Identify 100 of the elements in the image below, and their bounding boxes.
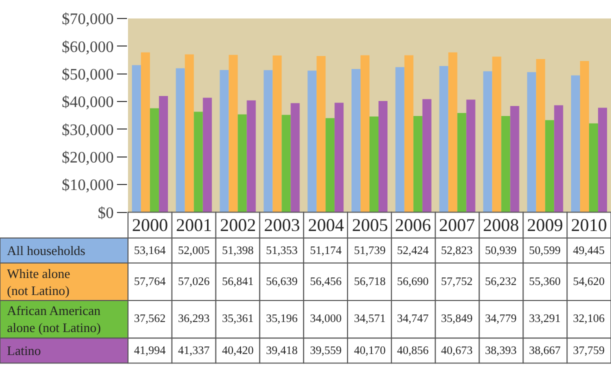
data-label: 40,170 [354,345,386,357]
bar [264,70,273,212]
x-tick-label: 2008 [483,215,519,235]
bar [238,114,247,212]
bar [220,70,229,212]
data-label: 51,739 [354,245,386,257]
y-tick-label: $60,000 [62,38,114,56]
data-label: 49,445 [573,245,605,257]
data-label: 56,690 [397,276,429,288]
data-label: 33,291 [529,313,561,325]
bar [352,69,360,212]
data-label: 32,106 [573,313,605,325]
bar [290,103,300,212]
data-label: 34,747 [397,313,429,325]
data-label: 57,764 [134,276,166,288]
data-label: 52,823 [441,245,473,257]
data-label: 51,174 [310,245,342,257]
x-tick-label: 2003 [264,215,300,235]
data-label: 56,718 [354,276,386,288]
bar [308,70,317,212]
bar [457,113,466,212]
data-label: 57,026 [178,276,210,288]
data-label: 51,353 [266,245,298,257]
data-label: 37,759 [573,345,605,357]
bar [404,55,414,212]
data-label: 38,393 [485,345,517,357]
data-label: 54,620 [573,276,605,288]
data-label: 57,752 [441,276,473,288]
x-tick-label: 2005 [352,215,388,235]
bar [158,96,168,212]
text: Latino [7,343,41,358]
data-label: 55,360 [529,276,561,288]
bar [466,100,476,212]
bar [378,101,388,212]
bar [326,118,335,212]
y-tick-label: $10,000 [62,177,114,194]
bar [422,99,432,212]
data-label: 56,639 [266,276,298,288]
bar [246,100,256,212]
data-label: 56,456 [310,276,342,288]
bar [202,98,212,212]
x-tick-label: 2001 [176,215,212,235]
data-label: 35,849 [441,313,473,325]
bar [501,116,510,212]
data-label: 41,337 [178,345,210,357]
data-label: 36,293 [178,313,210,325]
y-tick-label: $50,000 [62,66,114,84]
bar [598,108,608,212]
bar [571,75,580,212]
bar [370,116,378,212]
data-label: 38,667 [529,345,561,357]
data-label: 50,939 [485,245,517,257]
x-tick-label: 2000 [132,215,168,235]
y-tick-label: $70,000 [62,11,114,28]
bar [483,71,492,212]
x-tick-label: 2010 [571,215,607,235]
y-tick-label: $0 [98,204,114,222]
x-tick-label: 2006 [395,215,431,235]
y-tick-label: $20,000 [62,149,114,166]
x-tick-label: 2009 [527,215,563,235]
bar [545,120,554,212]
data-label: 40,673 [441,345,473,357]
bar [132,65,141,212]
bar [527,72,536,212]
data-label: 56,841 [222,276,254,288]
x-tick-label: 2004 [308,215,344,235]
data-label: 34,779 [485,313,517,325]
bar [360,55,370,212]
data-label: 52,424 [397,245,429,257]
bar [282,114,291,212]
bar [580,61,590,212]
y-tick-label: $40,000 [62,94,114,112]
data-label: 53,164 [134,245,166,257]
data-label: 35,196 [266,313,298,325]
data-label: 34,571 [354,313,386,325]
x-tick-label: 2002 [220,215,256,235]
bar [448,52,458,212]
bar [439,66,448,212]
data-label: 34,000 [310,313,342,325]
bar [536,58,546,212]
bar [554,105,564,212]
bar [272,55,282,212]
bar [413,116,422,212]
data-label: 50,599 [529,245,561,257]
data-label: 41,994 [134,345,166,357]
data-label: 40,856 [397,345,429,357]
bar [184,54,194,212]
data-label: 35,361 [222,313,254,325]
bar [510,106,520,212]
bar [228,54,238,212]
bar [316,56,326,212]
bar [194,112,203,212]
data-label: 39,418 [266,345,298,357]
bar [492,56,502,212]
bar [140,52,150,212]
data-label: 39,559 [310,345,342,357]
bar [150,108,159,212]
text: All households [7,243,86,258]
data-label: 56,232 [485,276,517,288]
y-tick-label: $30,000 [62,122,114,139]
